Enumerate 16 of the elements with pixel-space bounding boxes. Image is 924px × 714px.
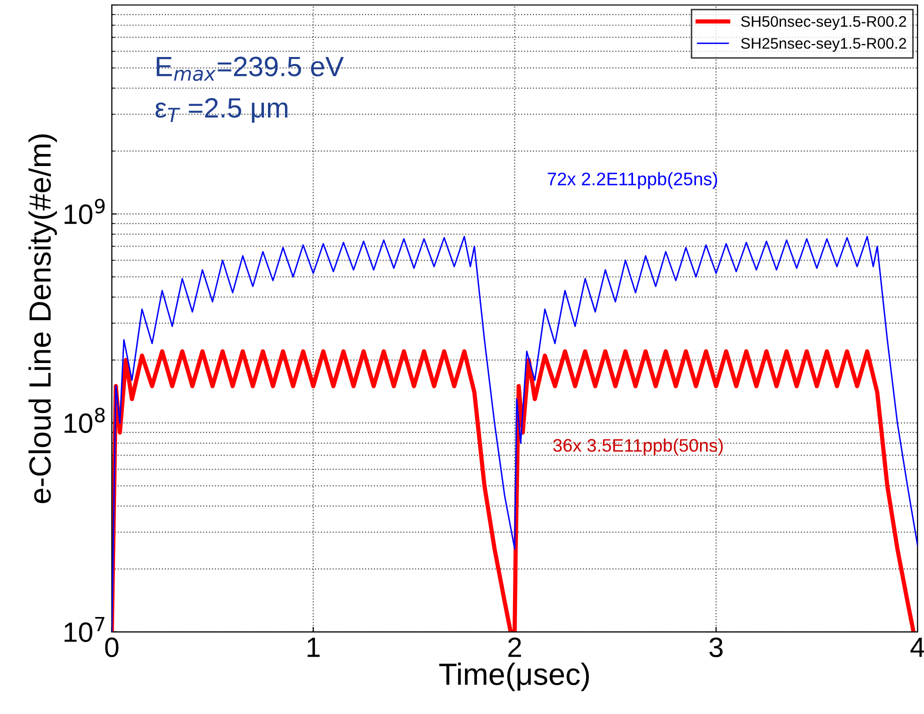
legend-label: SH50nsec-sey1.5-R00.2	[741, 16, 906, 30]
y-tick-label: 10$^{7}$	[64, 616, 104, 642]
annotation: 72x 2.2E11ppb(25ns)	[548, 172, 718, 189]
legend-label: SH25nsec-sey1.5-R00.2	[741, 38, 906, 52]
annotation: ε$_{T}$ =2.5 μm	[155, 98, 288, 123]
annotation: E$_{max}$=239.5 eV	[156, 56, 344, 81]
y-tick-label: 10$^{9}$	[64, 198, 105, 224]
y-tick-label: 10$^{8}$	[64, 408, 105, 434]
x-axis-title: Time(μsec)	[439, 662, 589, 692]
annotation: 36x 3.5E11ppb(50ns)	[553, 438, 723, 456]
x-tick-label: 1	[308, 638, 320, 657]
x-tick-label: 3	[709, 637, 723, 658]
y-axis-title: e-Cloud Line Density(#e/m)	[28, 134, 57, 504]
x-tick-label: 4	[910, 638, 924, 657]
x-tick-label: 0	[105, 637, 118, 658]
x-tick-label: 2	[508, 637, 521, 657]
